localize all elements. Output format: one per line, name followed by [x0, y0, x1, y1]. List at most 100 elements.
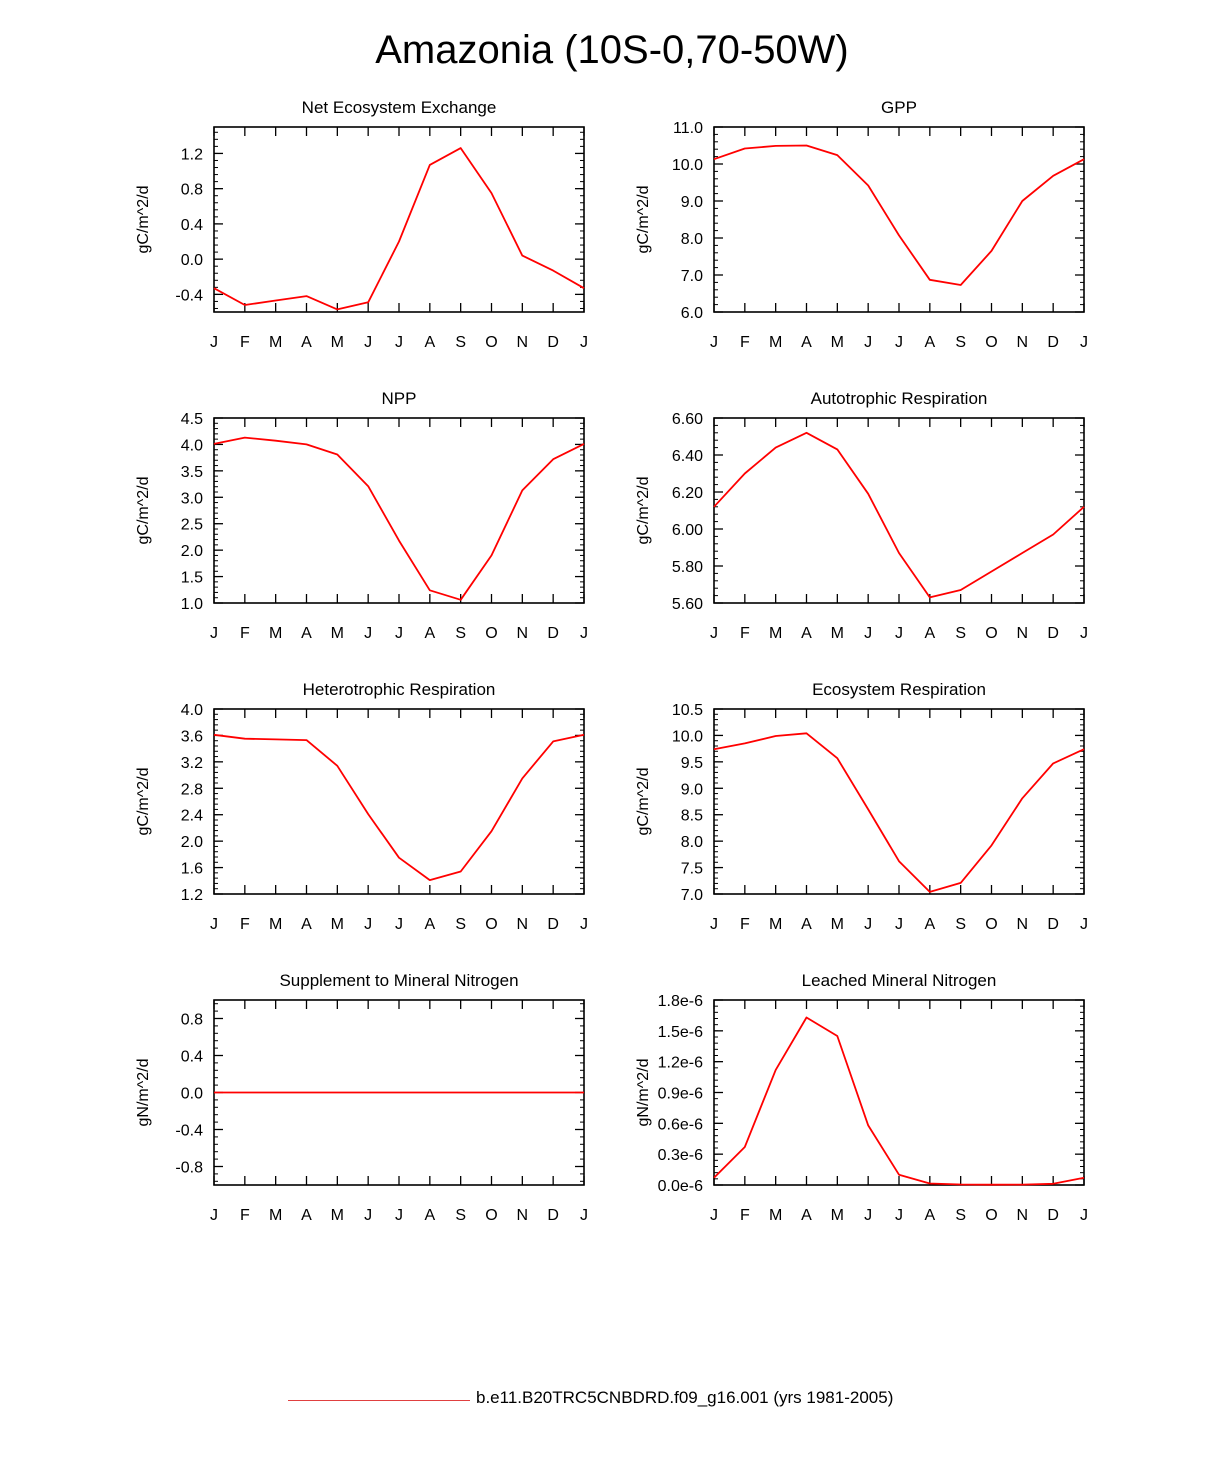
x-tick-label: S — [455, 1207, 466, 1224]
x-tick-label: J — [710, 916, 718, 933]
x-tick-label: J — [864, 1207, 872, 1224]
y-tick-label: 6.40 — [672, 448, 703, 465]
x-tick-label: A — [801, 334, 812, 351]
y-tick-label: 6.0 — [681, 305, 703, 322]
y-axis-label: gC/m^2/d — [135, 186, 152, 254]
y-axis-label: gC/m^2/d — [135, 768, 152, 836]
x-tick-label: A — [424, 916, 435, 933]
x-tick-label: N — [1017, 625, 1029, 642]
x-tick-label: M — [331, 625, 344, 642]
x-tick-label: D — [547, 916, 559, 933]
x-tick-label: A — [301, 334, 312, 351]
x-tick-label: S — [955, 916, 966, 933]
series-line — [713, 144, 1085, 286]
x-tick-label: M — [331, 916, 344, 933]
y-tick-label: 0.0 — [181, 252, 203, 269]
page-title: Amazonia (10S-0,70-50W) — [375, 28, 849, 72]
x-tick-label: M — [769, 916, 782, 933]
x-tick-label: F — [740, 625, 750, 642]
y-tick-label: 1.6 — [181, 861, 203, 878]
x-tick-label: D — [1047, 625, 1059, 642]
x-tick-label: M — [269, 334, 282, 351]
x-tick-label: J — [364, 916, 372, 933]
y-tick-label: 3.6 — [181, 728, 203, 745]
x-tick-label: O — [985, 334, 997, 351]
y-tick-label: 0.3e-6 — [658, 1147, 703, 1164]
y-tick-label: -0.8 — [175, 1160, 203, 1177]
x-tick-label: M — [769, 1207, 782, 1224]
x-tick-label: N — [1017, 1207, 1029, 1224]
chart-panel-6: Ecosystem Respiration 7.0 7.5 8.0 8.5 9.0 9.5 1… — [635, 680, 1088, 933]
plot-frame — [713, 417, 1085, 604]
x-tick-label: M — [269, 916, 282, 933]
plot-frame — [213, 417, 585, 604]
x-tick-label: J — [395, 334, 403, 351]
x-tick-label: D — [1047, 916, 1059, 933]
y-tick-label: 9.5 — [681, 755, 703, 772]
x-tick-label: A — [301, 1207, 312, 1224]
x-tick-label: O — [985, 916, 997, 933]
x-tick-label: J — [864, 916, 872, 933]
chart-title: NPP — [382, 389, 417, 408]
x-tick-label: J — [895, 334, 903, 351]
chart-panel-4: Autotrophic Respiration 5.60 5.80 6.00 6.20 6… — [635, 389, 1088, 642]
y-tick-label: 3.2 — [181, 755, 203, 772]
y-tick-label: 0.8 — [181, 182, 203, 199]
y-tick-label: 9.0 — [681, 194, 703, 211]
x-tick-label: M — [269, 625, 282, 642]
series-line — [713, 732, 1085, 893]
chart-panel-1: Net Ecosystem Exchange -0.4 0.0 0.4 0.8 1.2 J F… — [135, 98, 588, 351]
y-tick-label: 2.0 — [181, 834, 203, 851]
x-tick-label: J — [210, 334, 218, 351]
x-tick-label: O — [485, 916, 497, 933]
x-tick-label: J — [580, 916, 588, 933]
x-tick-label: D — [1047, 334, 1059, 351]
x-tick-label: J — [364, 334, 372, 351]
x-tick-label: A — [801, 1207, 812, 1224]
series-line — [213, 436, 585, 601]
y-tick-label: 0.4 — [181, 1049, 203, 1066]
x-tick-label: A — [424, 1207, 435, 1224]
chart-panel-7: Supplement to Mineral Nitrogen -0.8 -0.4 0.… — [135, 971, 588, 1224]
x-tick-label: F — [740, 334, 750, 351]
y-tick-label: 10.0 — [672, 728, 703, 745]
y-tick-label: 4.0 — [181, 437, 203, 454]
x-tick-label: S — [455, 334, 466, 351]
x-tick-label: J — [395, 1207, 403, 1224]
x-tick-label: J — [710, 1207, 718, 1224]
chart-panel-5: Heterotrophic Respiration 1.2 1.6 2.0 2.4 2.8… — [135, 680, 588, 933]
series-line — [713, 431, 1085, 599]
x-tick-label: M — [831, 334, 844, 351]
x-tick-label: F — [240, 625, 250, 642]
x-tick-label: J — [210, 916, 218, 933]
x-tick-label: J — [395, 916, 403, 933]
x-tick-label: F — [740, 1207, 750, 1224]
y-tick-label: 1.8e-6 — [658, 993, 703, 1010]
y-tick-label: 4.0 — [181, 702, 203, 719]
x-tick-label: M — [769, 625, 782, 642]
x-tick-label: J — [210, 625, 218, 642]
x-tick-label: J — [364, 625, 372, 642]
y-tick-label: 6.60 — [672, 411, 703, 428]
chart-title: Net Ecosystem Exchange — [302, 98, 497, 117]
chart-title: Heterotrophic Respiration — [303, 680, 496, 699]
x-tick-label: N — [517, 334, 529, 351]
x-tick-label: F — [240, 334, 250, 351]
y-tick-label: -0.4 — [175, 287, 203, 304]
legend-label: b.e11.B20TRC5CNBDRD.f09_g16.001 (yrs 198… — [476, 1388, 894, 1407]
x-tick-label: O — [485, 334, 497, 351]
x-tick-label: F — [740, 916, 750, 933]
x-tick-label: O — [985, 1207, 997, 1224]
x-tick-label: D — [547, 625, 559, 642]
y-tick-label: 6.00 — [672, 522, 703, 539]
legend-line-swatch — [288, 1400, 470, 1401]
x-tick-label: N — [1017, 916, 1029, 933]
y-tick-label: 8.5 — [681, 808, 703, 825]
y-tick-label: 2.4 — [181, 808, 203, 825]
plot-frame — [213, 126, 585, 313]
y-tick-label: 0.6e-6 — [658, 1116, 703, 1133]
x-tick-label: N — [1017, 334, 1029, 351]
chart-panel-3: NPP 1.0 1.5 2.0 2.5 3.0 3.5 4.0 4.5 J F M A M J J A S O N D J… — [135, 389, 588, 642]
x-tick-label: J — [395, 625, 403, 642]
